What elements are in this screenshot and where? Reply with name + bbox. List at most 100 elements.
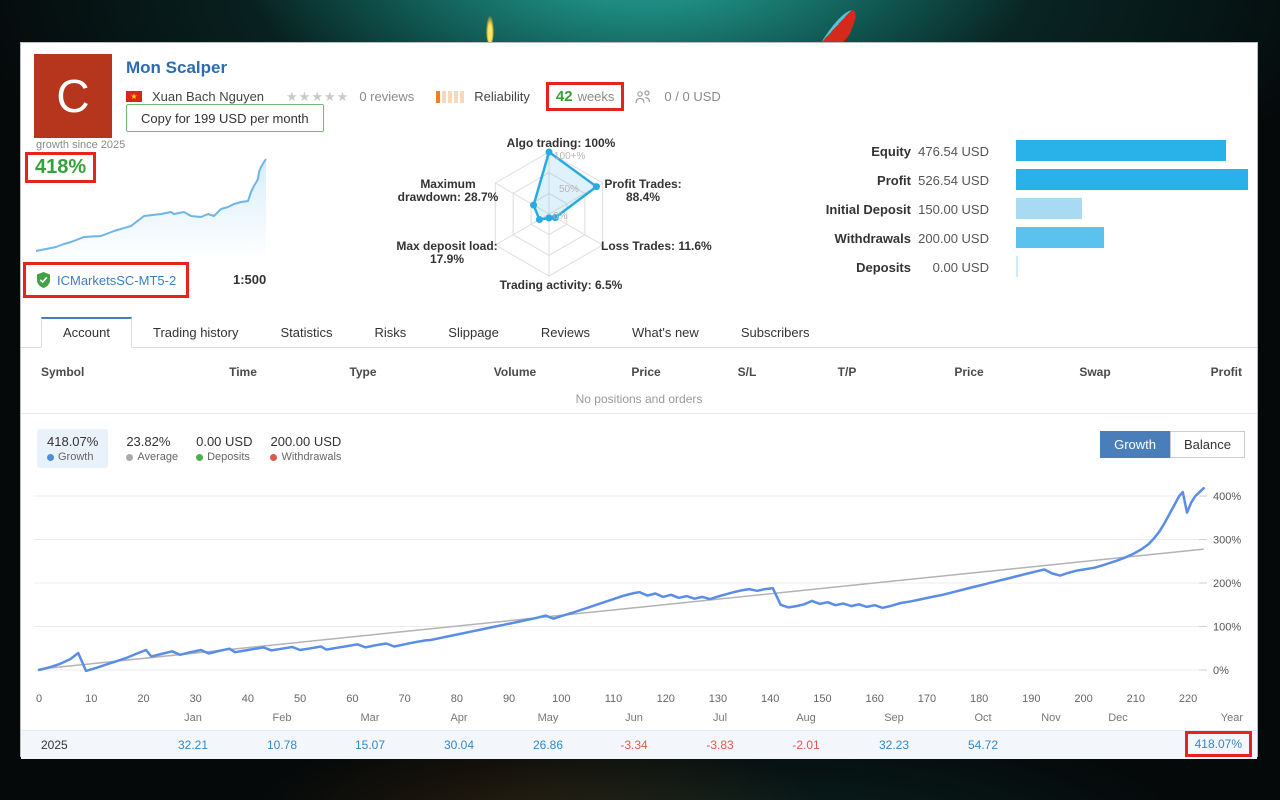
avatar: C bbox=[34, 54, 112, 138]
x-tick: 10 bbox=[85, 693, 98, 705]
svg-text:200%: 200% bbox=[1213, 578, 1241, 590]
header-meta-row: ★ Xuan Bach Nguyen ★★★★★ 0 reviews Relia… bbox=[126, 82, 721, 111]
col-price-open: Price bbox=[631, 365, 661, 379]
tab-statistics[interactable]: Statistics bbox=[280, 325, 333, 340]
month-label: Nov bbox=[1041, 712, 1061, 724]
verified-shield-icon bbox=[37, 272, 50, 288]
radar-chart: 100+% 50% 0% bbox=[494, 148, 604, 277]
col-volume: Volume bbox=[493, 365, 537, 379]
signal-page-window: C Mon Scalper ★ Xuan Bach Nguyen ★★★★★ 0… bbox=[20, 42, 1259, 759]
x-tick: 170 bbox=[917, 693, 937, 705]
weeks-annotation-box: 42 weeks bbox=[545, 82, 625, 111]
x-tick: 180 bbox=[969, 693, 989, 705]
month-labels-row: Year Jan Feb Mar Apr May Jun Jul Aug Sep Oct Nov De… bbox=[21, 712, 1257, 726]
x-tick: 130 bbox=[708, 693, 728, 705]
x-tick: 30 bbox=[189, 693, 202, 705]
copiers-icon bbox=[635, 89, 651, 103]
month-label: Feb bbox=[272, 712, 292, 724]
legend-deposits[interactable]: 0.00 USD Deposits bbox=[196, 434, 253, 463]
month-label: Sep bbox=[884, 712, 904, 724]
x-tick: 50 bbox=[294, 693, 307, 705]
month-label: Aug bbox=[796, 712, 816, 724]
sparkline-path bbox=[35, 158, 267, 252]
radar-label-drawdown: Maximum drawdown: 28.7% bbox=[397, 177, 499, 204]
tab-account[interactable]: Account bbox=[41, 317, 132, 348]
chart-legend: 418.07% Growth 23.82% Average 0.00 USD D… bbox=[37, 429, 341, 468]
svg-text:100+%: 100+% bbox=[554, 151, 586, 162]
growth-toggle-button[interactable]: Growth bbox=[1100, 431, 1171, 458]
initial-deposit-bar bbox=[1016, 198, 1082, 219]
radar-label-algo: Algo trading: 100% bbox=[506, 136, 616, 150]
tab-risks[interactable]: Risks bbox=[374, 325, 407, 340]
tab-bar: Account Trading history Statistics Risks… bbox=[21, 317, 1257, 348]
month-value: 26.86 bbox=[532, 738, 564, 752]
deposits-bar bbox=[1016, 256, 1018, 277]
rating-stars-icon[interactable]: ★★★★★ bbox=[286, 88, 350, 104]
avatar-letter: C bbox=[56, 70, 90, 122]
col-profit: Profit bbox=[1210, 365, 1242, 379]
month-label: Mar bbox=[360, 712, 380, 724]
x-tick: 90 bbox=[502, 693, 516, 705]
author-link[interactable]: Xuan Bach Nguyen bbox=[152, 89, 265, 104]
tab-whats-new[interactable]: What's new bbox=[632, 325, 699, 340]
month-value: 30.04 bbox=[443, 738, 475, 752]
month-label: Jun bbox=[625, 712, 643, 724]
legend-average[interactable]: 23.82% Average bbox=[126, 434, 179, 463]
tab-subscribers[interactable]: Subscribers bbox=[740, 325, 810, 340]
year-total-annotation: 418.07% bbox=[1184, 731, 1252, 757]
col-price-current: Price bbox=[954, 365, 984, 379]
leverage-value: 1:500 bbox=[233, 272, 267, 287]
broker-server-link[interactable]: ICMarketsSC-MT5-2 bbox=[57, 272, 177, 288]
svg-text:0%: 0% bbox=[1213, 665, 1229, 677]
withdrawals-bar bbox=[1016, 227, 1104, 248]
growth-chart[interactable]: 0% 100% 200% 300% 400% bbox=[21, 463, 1259, 691]
tab-trading-history[interactable]: Trading history bbox=[152, 325, 239, 340]
col-time: Time bbox=[229, 365, 257, 379]
col-swap: Swap bbox=[1079, 365, 1111, 379]
vietnam-flag-icon: ★ bbox=[126, 91, 142, 102]
growth-dot-icon bbox=[47, 453, 54, 461]
month-value: 10.78 bbox=[266, 738, 298, 752]
x-tick: 70 bbox=[398, 693, 411, 705]
x-tick: 110 bbox=[604, 693, 623, 705]
empty-positions-message: No positions and orders bbox=[575, 392, 703, 406]
broker-annotation-box: ICMarketsSC-MT5-2 bbox=[23, 262, 190, 298]
profit-bar bbox=[1016, 169, 1248, 190]
growth-value-annotation: 418% bbox=[25, 152, 97, 183]
month-label: Oct bbox=[974, 712, 992, 724]
x-tick: 60 bbox=[346, 693, 359, 705]
x-tick: 120 bbox=[656, 693, 675, 705]
legend-growth[interactable]: 418.07% Growth bbox=[37, 429, 109, 468]
x-tick: 20 bbox=[137, 693, 150, 705]
svg-text:50%: 50% bbox=[559, 184, 579, 195]
month-value: -2.01 bbox=[792, 738, 820, 752]
row-year: 2025 bbox=[41, 738, 68, 752]
trend-line bbox=[38, 548, 1204, 670]
reviews-link[interactable]: 0 reviews bbox=[359, 89, 415, 104]
chart-mode-toggle: Growth Balance bbox=[1100, 431, 1245, 458]
radar-label-activity: Trading activity: 6.5% bbox=[499, 278, 623, 292]
copiers-count: 0 / 0 USD bbox=[664, 89, 721, 104]
tab-slippage[interactable]: Slippage bbox=[448, 325, 499, 340]
balance-toggle-button[interactable]: Balance bbox=[1170, 431, 1245, 458]
tab-reviews[interactable]: Reviews bbox=[540, 325, 591, 340]
x-axis-ticks: 0 10 20 30 40 50 60 70 80 90 100 110 120 130 140 150 160… bbox=[21, 693, 1257, 707]
month-value: 15.07 bbox=[354, 738, 386, 752]
reliability-bars-icon bbox=[436, 90, 465, 103]
month-label: Jul bbox=[712, 712, 728, 724]
month-value: -3.34 bbox=[620, 738, 648, 752]
col-tp: T/P bbox=[837, 365, 857, 379]
x-tick: 100 bbox=[552, 693, 571, 705]
monthly-returns-row: 2025 418.07% 32.21 10.78 15.07 30.04 26.86 -3… bbox=[21, 730, 1257, 759]
x-tick: 0 bbox=[35, 693, 43, 705]
month-value: -3.83 bbox=[706, 738, 734, 752]
col-sl: S/L bbox=[737, 365, 757, 379]
growth-sparkline-chart bbox=[35, 158, 267, 256]
withdrawals-dot-icon bbox=[270, 453, 278, 461]
col-type: Type bbox=[349, 365, 377, 379]
month-value: 54.72 bbox=[967, 738, 999, 752]
weeks-value: 42 bbox=[555, 88, 573, 105]
copy-button[interactable]: Copy for 199 USD per month bbox=[126, 104, 324, 132]
legend-withdrawals[interactable]: 200.00 USD Withdrawals bbox=[270, 434, 342, 463]
x-tick: 200 bbox=[1074, 693, 1093, 705]
